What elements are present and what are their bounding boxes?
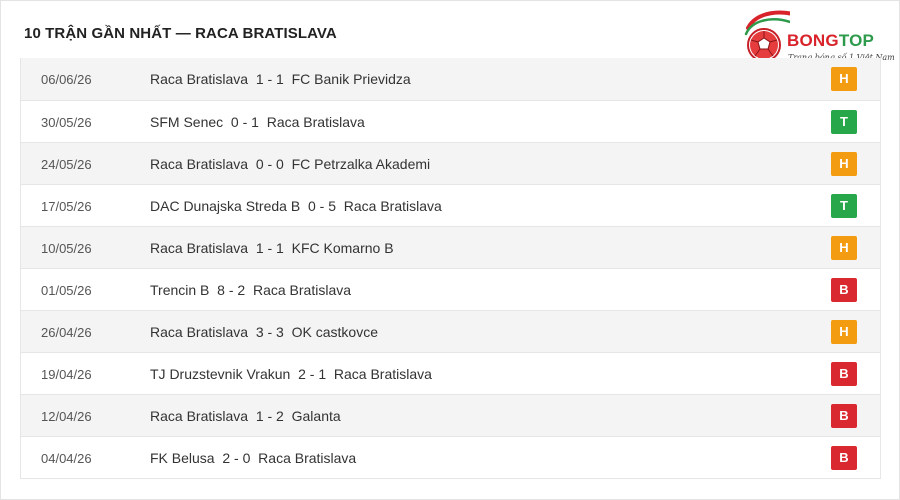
home-team: Raca Bratislava: [150, 324, 249, 340]
soccer-ball-icon: [744, 10, 790, 62]
match-row[interactable]: 17/05/26 DAC Dunajska Streda B 0 - 5 Raca…: [21, 184, 880, 226]
match-date: 30/05/26: [41, 115, 92, 130]
match-date: 04/04/26: [41, 451, 92, 466]
result-badge: B: [831, 446, 857, 470]
match-list: 06/06/26 Raca Bratislava 1 - 1 FC Banik P…: [20, 58, 881, 479]
match-teams: FK Belusa 2 - 0 Raca Bratislava: [150, 450, 356, 466]
match-teams: Raca Bratislava 1 - 1 FC Banik Prievidza: [150, 71, 411, 87]
match-teams: Trencin B 8 - 2 Raca Bratislava: [150, 282, 351, 298]
match-date: 06/06/26: [41, 72, 92, 87]
match-teams: TJ Druzstevnik Vrakun 2 - 1 Raca Bratisl…: [150, 366, 432, 382]
match-row[interactable]: 30/05/26 SFM Senec 0 - 1 Raca Bratislava T: [21, 100, 880, 142]
match-date: 12/04/26: [41, 409, 92, 424]
match-row[interactable]: 10/05/26 Raca Bratislava 1 - 1 KFC Komarn…: [21, 226, 880, 268]
home-team: Raca Bratislava: [150, 240, 249, 256]
home-team: TJ Druzstevnik Vrakun: [150, 366, 291, 382]
home-team: Raca Bratislava: [150, 408, 249, 424]
match-score: 1 - 1: [255, 240, 284, 256]
logo-tagline: Trang bóng số 1 Việt Nam: [788, 53, 895, 62]
home-team: Raca Bratislava: [150, 156, 249, 172]
logo-brand-part1: BONG: [787, 31, 839, 50]
away-team: Raca Bratislava: [333, 366, 432, 382]
header: 10 TRẬN GẦN NHẤT — RACA BRATISLAVA: [0, 0, 900, 58]
match-date: 24/05/26: [41, 157, 92, 172]
result-badge: H: [831, 152, 857, 176]
result-badge: H: [831, 320, 857, 344]
match-score: 8 - 2: [217, 282, 246, 298]
home-team: Raca Bratislava: [150, 71, 249, 87]
result-badge: B: [831, 278, 857, 302]
home-team: Trencin B: [150, 282, 210, 298]
match-teams: DAC Dunajska Streda B 0 - 5 Raca Bratisl…: [150, 198, 442, 214]
result-badge: B: [831, 404, 857, 428]
match-date: 19/04/26: [41, 367, 92, 382]
result-badge: T: [831, 110, 857, 134]
match-score: 2 - 1: [298, 366, 327, 382]
bongtop-logo[interactable]: BONGTOP Trang bóng số 1 Việt Nam: [742, 8, 895, 68]
logo-brand-text: BONGTOP: [787, 31, 874, 51]
away-team: Raca Bratislava: [266, 114, 365, 130]
match-date: 17/05/26: [41, 199, 92, 214]
match-teams: SFM Senec 0 - 1 Raca Bratislava: [150, 114, 365, 130]
home-team: DAC Dunajska Streda B: [150, 198, 301, 214]
match-row[interactable]: 04/04/26 FK Belusa 2 - 0 Raca Bratislava B: [21, 436, 880, 478]
match-date: 26/04/26: [41, 325, 92, 340]
away-team: Raca Bratislava: [343, 198, 442, 214]
away-team: FC Petrzalka Akademi: [291, 156, 431, 172]
match-date: 10/05/26: [41, 241, 92, 256]
match-row[interactable]: 24/05/26 Raca Bratislava 0 - 0 FC Petrzal…: [21, 142, 880, 184]
away-team: Raca Bratislava: [252, 282, 352, 298]
match-teams: Raca Bratislava 1 - 1 KFC Komarno B: [150, 240, 394, 256]
match-teams: Raca Bratislava 0 - 0 FC Petrzalka Akade…: [150, 156, 430, 172]
match-row[interactable]: 12/04/26 Raca Bratislava 1 - 2 Galanta B: [21, 394, 880, 436]
logo-brand-part2: TOP: [838, 31, 875, 50]
result-badge: B: [831, 362, 857, 386]
result-badge: H: [831, 67, 857, 91]
match-row[interactable]: 01/05/26 Trencin B 8 - 2 Raca Bratislava B: [21, 268, 880, 310]
match-score: 0 - 0: [255, 156, 284, 172]
match-score: 0 - 1: [230, 114, 259, 130]
result-badge: H: [831, 236, 857, 260]
match-row[interactable]: 06/06/26 Raca Bratislava 1 - 1 FC Banik P…: [21, 58, 880, 100]
away-team: OK castkovce: [291, 324, 378, 340]
match-date: 01/05/26: [41, 283, 92, 298]
match-row[interactable]: 19/04/26 TJ Druzstevnik Vrakun 2 - 1 Raca…: [21, 352, 880, 394]
match-score: 1 - 1: [255, 71, 284, 87]
away-team: Galanta: [291, 408, 341, 424]
away-team: FC Banik Prievidza: [291, 71, 411, 87]
away-team: KFC Komarno B: [291, 240, 394, 256]
result-badge: T: [831, 194, 857, 218]
match-teams: Raca Bratislava 1 - 2 Galanta: [150, 408, 341, 424]
home-team: SFM Senec: [150, 114, 224, 130]
match-score: 2 - 0: [222, 450, 251, 466]
match-teams: Raca Bratislava 3 - 3 OK castkovce: [150, 324, 378, 340]
away-team: Raca Bratislava: [258, 450, 357, 466]
match-score: 1 - 2: [255, 408, 284, 424]
match-score: 0 - 5: [307, 198, 336, 214]
match-score: 3 - 3: [255, 324, 284, 340]
page-title: 10 TRẬN GẦN NHẤT — RACA BRATISLAVA: [24, 25, 337, 42]
match-row[interactable]: 26/04/26 Raca Bratislava 3 - 3 OK castkov…: [21, 310, 880, 352]
home-team: FK Belusa: [150, 450, 215, 466]
